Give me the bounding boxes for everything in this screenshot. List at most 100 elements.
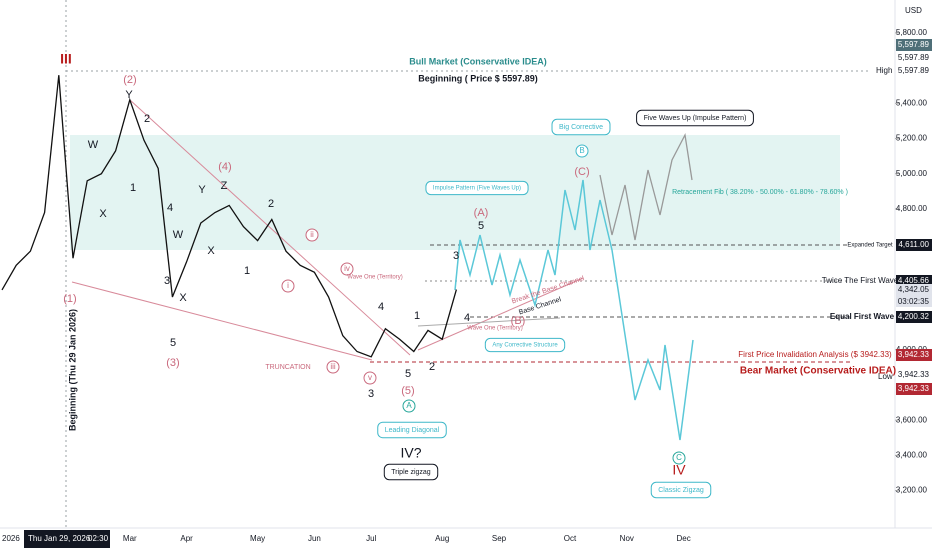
x-tick-label: Oct bbox=[564, 534, 577, 543]
annotation: Bull Market (Conservative IDEA) bbox=[409, 56, 547, 66]
countdown: 03:02:35 bbox=[898, 297, 930, 306]
trendline bbox=[129, 99, 411, 356]
annotation: Wave One (Territory) bbox=[467, 326, 522, 332]
annotation: III bbox=[60, 51, 72, 67]
crosshair-date: Thu Jan 29, 2026 bbox=[28, 534, 91, 543]
wave-circle bbox=[305, 228, 319, 242]
annotation: X bbox=[207, 245, 215, 257]
y-tick-label: 3,200.00 bbox=[896, 486, 928, 495]
annotation: 5 bbox=[478, 220, 484, 232]
price-badge bbox=[896, 311, 932, 323]
annotation: IV bbox=[672, 462, 686, 478]
low-bg bbox=[876, 370, 894, 383]
annotation: Y bbox=[198, 184, 206, 196]
y-tick-label: 4,800.00 bbox=[896, 204, 928, 213]
x-tick-label: 2026 bbox=[2, 534, 20, 543]
price-badge-label: 3,942.33 bbox=[898, 384, 930, 393]
y-tick-label: 5,200.00 bbox=[896, 134, 928, 143]
annotation: i bbox=[287, 281, 289, 290]
trendline bbox=[71, 281, 373, 361]
high-label: High bbox=[876, 66, 892, 75]
price-badge bbox=[896, 383, 932, 395]
annotation: W bbox=[173, 229, 184, 241]
annotation: 3 bbox=[453, 250, 459, 262]
price-badge bbox=[896, 39, 932, 51]
annotation-box bbox=[425, 180, 529, 196]
annotation: Beginning ( Price $ 5597.89) bbox=[418, 73, 538, 83]
annotation: 5 bbox=[170, 337, 176, 349]
y-tick-label: 5,000.00 bbox=[896, 169, 928, 178]
annotation: Impulse Pattern (Five Waves Up) bbox=[433, 186, 521, 192]
annotation: 1 bbox=[414, 310, 420, 322]
annotation: 1 bbox=[244, 265, 250, 277]
annotation: Five Waves Up (Impulse Pattern) bbox=[644, 115, 747, 122]
annotation: X bbox=[179, 292, 187, 304]
annotation-box bbox=[636, 109, 754, 127]
annotation: TRUNCATION bbox=[265, 364, 310, 371]
annotation-box bbox=[551, 118, 611, 136]
annotation: (1) bbox=[63, 293, 76, 305]
annotation: (C) bbox=[574, 166, 589, 178]
annotation: IV? bbox=[400, 445, 421, 461]
annotation: W bbox=[88, 139, 99, 151]
crosshair-date-bg bbox=[24, 530, 110, 548]
wave-circle bbox=[281, 279, 295, 293]
x-tick-label: Jul bbox=[366, 534, 376, 543]
price-badge bbox=[896, 65, 932, 77]
x-tick-label: Mar bbox=[123, 534, 137, 543]
x-tick-label: Dec bbox=[676, 534, 690, 543]
price-badge-label: 5,597.89 bbox=[898, 40, 930, 49]
annotation: 2 bbox=[268, 198, 274, 210]
annotation: Beginning (Thu 29 Jan 2026) bbox=[67, 309, 77, 431]
price-badge-label: 5,597.89 bbox=[898, 53, 930, 62]
annotation: iv bbox=[344, 264, 350, 273]
currency: USD bbox=[905, 6, 922, 15]
annotation: 5 bbox=[405, 368, 411, 380]
annotation: 4 bbox=[464, 312, 470, 324]
annotation: 3 bbox=[164, 275, 170, 287]
annotation: (A) bbox=[474, 207, 489, 219]
x-tick-label: Nov bbox=[620, 534, 634, 543]
annotation: Equal First Wave bbox=[830, 312, 895, 321]
y-tick-label: 5,800.00 bbox=[896, 28, 928, 37]
annotation: (5) bbox=[401, 385, 414, 397]
price-badge-label: 5,597.89 bbox=[898, 66, 930, 75]
x-tick-label: Apr bbox=[180, 534, 193, 543]
wave-circle bbox=[326, 360, 340, 374]
annotation: First Price Invalidation Analysis ($ 394… bbox=[738, 350, 892, 359]
annotation: 3 bbox=[368, 388, 374, 400]
annotation: Z bbox=[221, 180, 228, 192]
price-badge-label: 4,342.05 bbox=[898, 285, 930, 294]
wave-circle bbox=[363, 371, 377, 385]
annotation: 4 bbox=[378, 301, 384, 313]
price-badge-label: 4,405.66 bbox=[898, 276, 930, 285]
price-badge bbox=[896, 239, 932, 251]
annotation: Retracement Fib ( 38.20% - 50.00% - 61.8… bbox=[672, 189, 848, 196]
wave-circle bbox=[402, 399, 416, 413]
price-badge-label: 3,942.33 bbox=[898, 370, 930, 379]
annotation: v bbox=[368, 373, 372, 382]
annotation-box bbox=[484, 337, 566, 353]
annotation: (B) bbox=[511, 315, 526, 327]
x-tick-label: Aug bbox=[435, 534, 449, 543]
price-badge-label: 4,611.00 bbox=[898, 240, 929, 249]
annotation: Twice The First Wave bbox=[822, 276, 899, 285]
projection-path bbox=[599, 132, 693, 241]
price-badge-label: 3,942.33 bbox=[898, 350, 930, 359]
annotation: C bbox=[676, 453, 682, 462]
annotation: X bbox=[99, 208, 107, 220]
annotation: 2 bbox=[144, 113, 150, 125]
annotation: Bear Market (Conservative IDEA) bbox=[740, 366, 896, 377]
price-line bbox=[1, 75, 458, 358]
crosshair-time: 02:30 bbox=[88, 534, 109, 543]
annotation: 4 bbox=[167, 202, 173, 214]
price-badge bbox=[896, 284, 932, 296]
price-badge-label: 4,200.32 bbox=[898, 312, 930, 321]
annotation-box bbox=[383, 463, 439, 481]
annotation: iii bbox=[330, 362, 336, 371]
wave-circle bbox=[340, 262, 354, 276]
annotation: (2) bbox=[123, 74, 136, 86]
annotation: Any Corrective Structure bbox=[492, 343, 558, 349]
